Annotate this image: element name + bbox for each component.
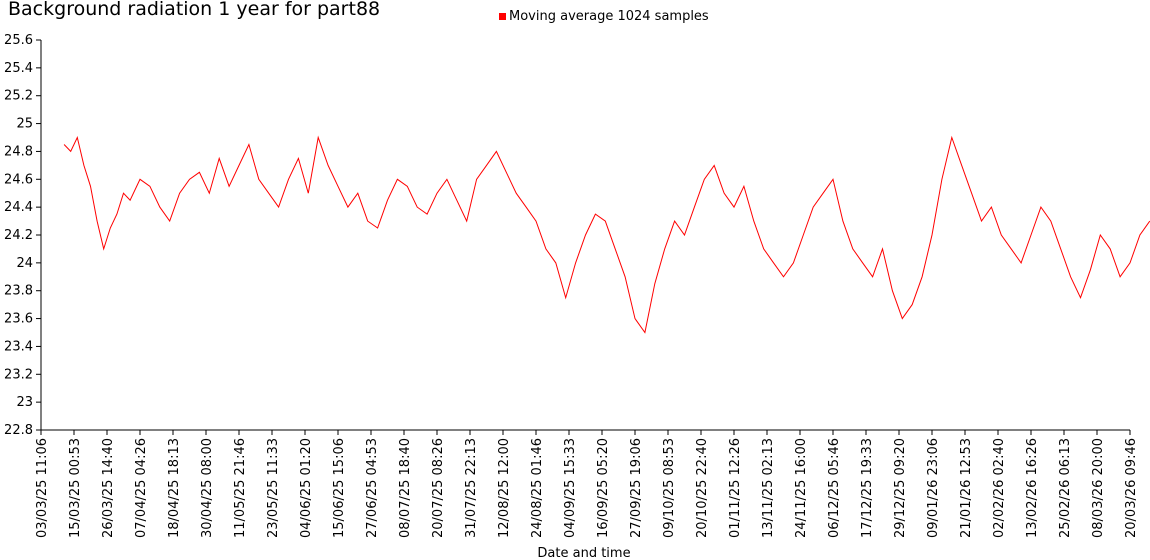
- x-tick-label: 20/03/26 09:46: [1124, 438, 1139, 538]
- x-tick-label: 09/01/26 23:06: [926, 438, 941, 538]
- legend-swatch: [499, 13, 506, 20]
- y-tick-label: 24.4: [4, 200, 33, 215]
- x-tick-label: 08/03/26 20:00: [1091, 438, 1106, 538]
- x-tick-label: 31/07/25 22:13: [464, 438, 479, 538]
- y-tick-label: 25.4: [4, 61, 33, 76]
- x-tick-label: 02/02/26 02:40: [992, 438, 1007, 538]
- y-tick-label: 23.4: [4, 339, 33, 354]
- y-tick-label: 25.6: [4, 33, 33, 48]
- x-tick-label: 16/09/25 05:20: [596, 438, 611, 538]
- y-tick-label: 23: [16, 395, 33, 410]
- x-tick-label: 27/06/25 04:53: [365, 438, 380, 538]
- y-tick-label: 23.2: [4, 367, 33, 382]
- x-tick-label: 30/04/25 08:00: [200, 438, 215, 538]
- y-tick-label: 23.8: [4, 284, 33, 299]
- x-tick-label: 26/03/25 14:40: [101, 438, 116, 538]
- x-tick-label: 09/10/25 08:53: [662, 438, 677, 538]
- x-tick-label: 27/09/25 19:06: [629, 438, 644, 538]
- x-tick-label: 20/07/25 08:26: [431, 438, 446, 538]
- chart-legend: Moving average 1024 samples: [499, 9, 709, 24]
- x-tick-label: 24/11/25 16:00: [794, 438, 809, 538]
- y-tick-label: 24.6: [4, 172, 33, 187]
- x-tick-label: 15/03/25 00:53: [68, 438, 83, 538]
- x-tick-label: 18/04/25 18:13: [167, 438, 182, 538]
- x-tick-label: 04/06/25 01:20: [299, 438, 314, 538]
- x-axis-label: Date and time: [537, 546, 630, 560]
- y-tick-label: 23.6: [4, 312, 33, 327]
- x-tick-label: 21/01/26 12:53: [959, 438, 974, 538]
- x-tick-label: 25/02/26 06:13: [1058, 438, 1073, 538]
- y-tick-label: 24.2: [4, 228, 33, 243]
- x-tick-label: 29/12/25 09:20: [893, 438, 908, 538]
- x-tick-label: 01/11/25 12:26: [728, 438, 743, 538]
- series-line: [63, 135, 1150, 334]
- x-tick-label: 07/04/25 04:26: [134, 438, 149, 538]
- x-tick-label: 20/10/25 22:40: [695, 438, 710, 538]
- x-tick-label: 12/08/25 12:00: [497, 438, 512, 538]
- y-tick-label: 24.8: [4, 144, 33, 159]
- x-tick-label: 17/12/25 19:33: [860, 438, 875, 538]
- chart-title: Background radiation 1 year for part88: [8, 0, 381, 20]
- y-tick-label: 25: [16, 117, 33, 132]
- y-tick-label: 24: [16, 256, 33, 271]
- x-tick-label: 13/11/25 02:13: [761, 438, 776, 538]
- y-tick-label: 22.8: [4, 423, 33, 438]
- x-tick-label: 03/03/25 11:06: [35, 438, 50, 538]
- x-tick-label: 04/09/25 15:33: [563, 438, 578, 538]
- y-tick-label: 25.2: [4, 89, 33, 104]
- x-tick-label: 06/12/25 05:46: [827, 438, 842, 538]
- y-ticks: 22.8 23 23.2 23.4 23.6 23.8 24 24.2 24.4 24.6 24.8…: [4, 33, 41, 438]
- x-tick-label: 13/02/26 16:26: [1025, 438, 1040, 538]
- x-tick-label: 08/07/25 18:40: [398, 438, 413, 538]
- x-tick-label: 24/08/25 01:46: [530, 438, 545, 538]
- x-ticks: 03/03/25 11:06 15/03/25 00:53 26/03/25 14:…: [35, 430, 1139, 538]
- legend-label: Moving average 1024 samples: [509, 9, 709, 24]
- plot-area: [63, 135, 1150, 334]
- x-tick-label: 23/05/25 11:33: [266, 438, 281, 538]
- x-tick-label: 15/06/25 15:06: [332, 438, 347, 538]
- x-tick-label: 11/05/25 21:46: [233, 438, 248, 538]
